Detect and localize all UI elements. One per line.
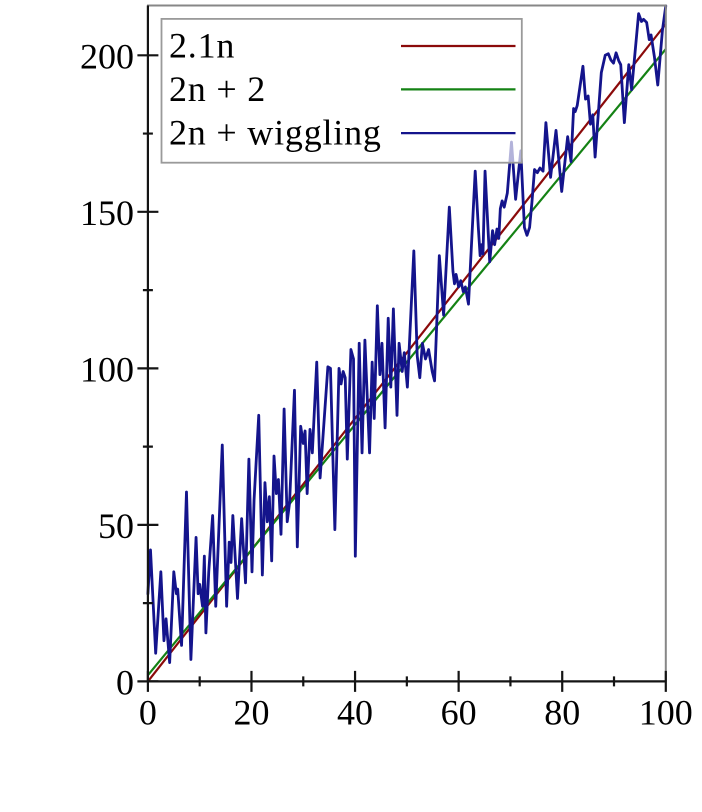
svg-text:0: 0	[139, 693, 157, 733]
svg-text:2n + 2: 2n + 2	[169, 69, 266, 109]
svg-text:80: 80	[544, 693, 580, 733]
svg-text:150: 150	[80, 193, 134, 233]
svg-text:100: 100	[80, 349, 134, 389]
svg-text:2.1n: 2.1n	[169, 25, 235, 65]
svg-text:50: 50	[98, 506, 134, 546]
svg-text:60: 60	[441, 693, 477, 733]
svg-text:2n + wiggling: 2n + wiggling	[169, 113, 382, 153]
svg-text:100: 100	[639, 693, 693, 733]
svg-text:200: 200	[80, 36, 134, 76]
svg-text:40: 40	[337, 693, 373, 733]
svg-text:0: 0	[116, 662, 134, 702]
svg-text:20: 20	[233, 693, 269, 733]
